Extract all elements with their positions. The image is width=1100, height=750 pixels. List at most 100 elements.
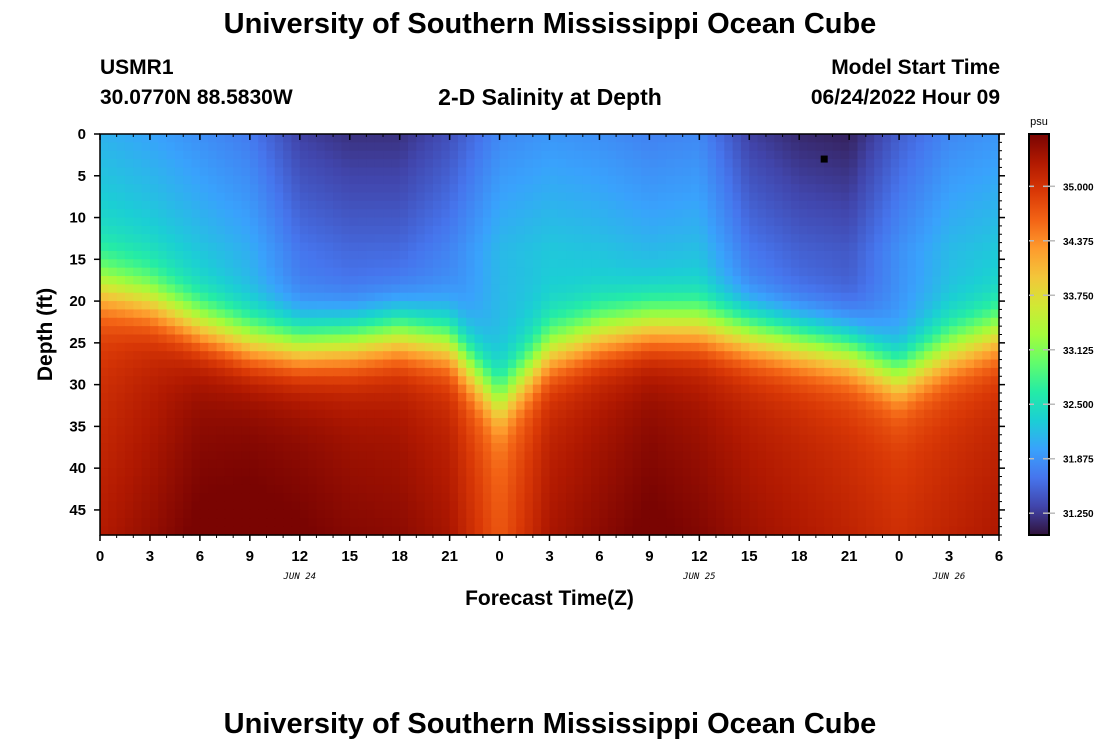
heatmap-cell	[549, 451, 559, 461]
heatmap-cell	[116, 159, 126, 169]
heatmap-cell	[990, 217, 1000, 227]
heatmap-cell	[316, 501, 326, 511]
heatmap-cell	[333, 426, 342, 436]
heatmap-cell	[707, 367, 717, 377]
heatmap-cell	[491, 142, 501, 152]
heatmap-cell	[907, 501, 917, 511]
heatmap-cell	[457, 317, 467, 327]
heatmap-cell	[108, 242, 118, 252]
heatmap-cell	[183, 167, 193, 177]
heatmap-cell	[832, 509, 842, 519]
heatmap-cell	[333, 451, 342, 461]
heatmap-cell	[124, 367, 134, 377]
heatmap-cell	[133, 234, 143, 244]
heatmap-cell	[274, 209, 284, 219]
heatmap-cell	[308, 501, 318, 511]
heatmap-cell	[790, 426, 800, 436]
heatmap-cell	[432, 217, 442, 227]
heatmap-cell	[274, 134, 284, 143]
heatmap-cell	[133, 217, 143, 227]
heatmap-cell	[882, 184, 892, 194]
heatmap-cell	[674, 209, 684, 219]
heatmap-cell	[124, 459, 134, 469]
heatmap-cell	[466, 150, 476, 160]
heatmap-cell	[599, 209, 609, 219]
heatmap-cell	[832, 276, 842, 285]
heatmap-cell	[233, 200, 243, 210]
heatmap-cell	[183, 459, 193, 469]
heatmap-cell	[707, 167, 717, 177]
heatmap-cell	[724, 351, 734, 361]
heatmap-cell	[466, 234, 476, 244]
heatmap-cell	[624, 225, 634, 235]
heatmap-cell	[349, 301, 359, 311]
heatmap-cell	[857, 292, 867, 302]
heatmap-cell	[324, 418, 334, 427]
heatmap-cell	[899, 301, 909, 311]
heatmap-cell	[457, 434, 467, 444]
heatmap-cell	[424, 200, 434, 210]
heatmap-cell	[707, 292, 717, 302]
heatmap-cell	[424, 459, 434, 469]
heatmap-cell	[874, 451, 884, 461]
heatmap-cell	[774, 292, 784, 302]
heatmap-cell	[574, 234, 584, 244]
heatmap-cell	[607, 259, 617, 269]
heatmap-cell	[499, 326, 509, 336]
heatmap-cell	[840, 134, 850, 143]
heatmap-cell	[940, 150, 950, 160]
heatmap-cell	[691, 292, 700, 302]
heatmap-cell	[666, 426, 675, 436]
heatmap-cell	[607, 384, 617, 394]
heatmap-cell	[732, 167, 742, 177]
heatmap-cell	[216, 351, 226, 361]
heatmap-cell	[749, 284, 759, 294]
heatmap-cell	[832, 150, 842, 160]
heatmap-cell	[474, 459, 484, 469]
heatmap-cell	[507, 317, 517, 327]
heatmap-cell	[840, 150, 850, 160]
heatmap-cell	[707, 326, 717, 336]
heatmap-cell	[158, 359, 168, 369]
heatmap-cell	[990, 351, 1000, 361]
heatmap-cell	[349, 309, 359, 319]
heatmap-cell	[807, 459, 817, 469]
heatmap-cell	[890, 150, 900, 160]
heatmap-cell	[191, 276, 201, 285]
heatmap-cell	[591, 409, 601, 419]
heatmap-cell	[407, 493, 417, 503]
heatmap-cell	[657, 175, 667, 185]
heatmap-cell	[224, 284, 234, 294]
heatmap-cell	[366, 301, 376, 311]
heatmap-cell	[333, 200, 342, 210]
heatmap-cell	[799, 451, 809, 461]
heatmap-cell	[383, 376, 392, 386]
heatmap-cell	[108, 217, 118, 227]
heatmap-cell	[566, 175, 576, 185]
heatmap-cell	[266, 451, 276, 461]
heatmap-cell	[874, 418, 884, 427]
heatmap-cell	[757, 159, 767, 169]
heatmap-cell	[865, 468, 875, 478]
heatmap-cell	[591, 134, 601, 143]
heatmap-cell	[491, 334, 501, 344]
heatmap-cell	[349, 259, 359, 269]
heatmap-cell	[707, 468, 717, 478]
heatmap-cell	[824, 426, 834, 436]
heatmap-cell	[532, 434, 542, 444]
heatmap-cell	[840, 451, 850, 461]
heatmap-cell	[424, 434, 434, 444]
heatmap-cell	[799, 459, 809, 469]
heatmap-cell	[158, 250, 168, 260]
heatmap-cell	[699, 284, 709, 294]
heatmap-cell	[241, 392, 251, 402]
heatmap-cell	[432, 259, 442, 269]
heatmap-cell	[391, 242, 401, 252]
heatmap-cell	[158, 451, 168, 461]
heatmap-cell	[191, 317, 201, 327]
heatmap-cell	[341, 234, 351, 244]
heatmap-cell	[574, 276, 584, 285]
heatmap-cell	[474, 234, 484, 244]
heatmap-cell	[524, 217, 534, 227]
heatmap-cell	[574, 142, 584, 152]
